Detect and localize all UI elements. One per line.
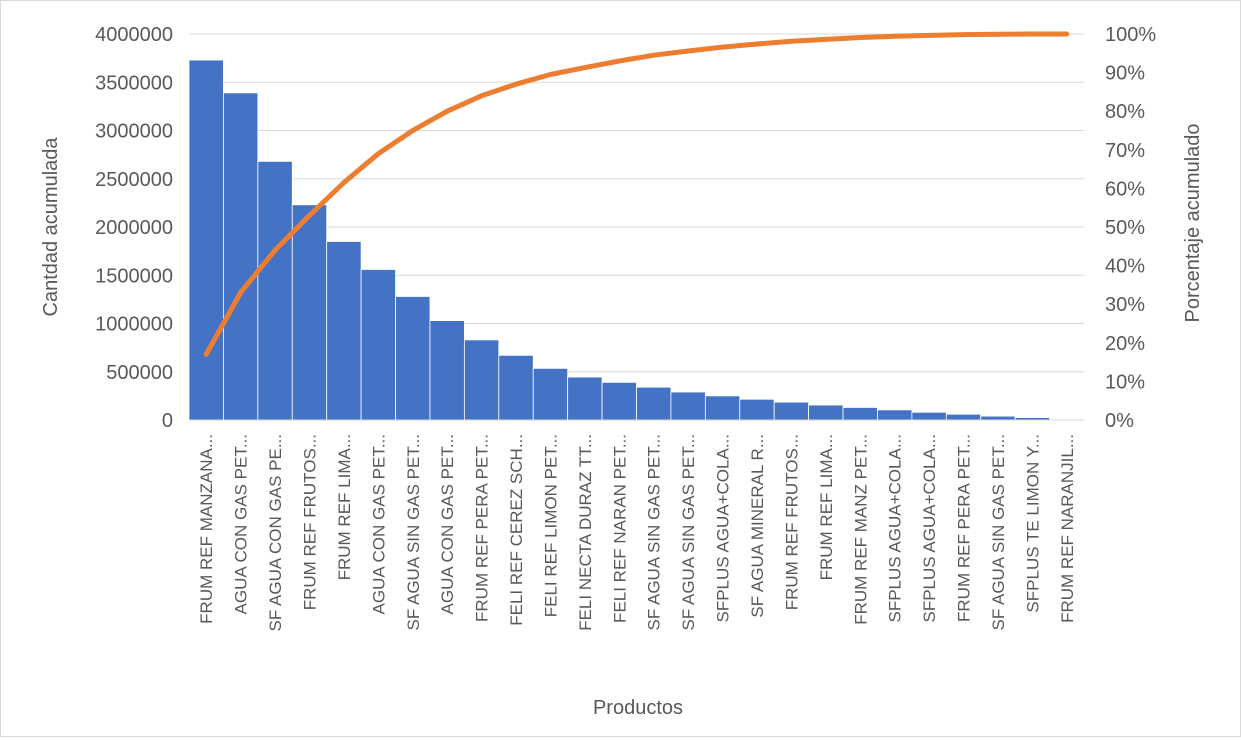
x-tick-label: FELI REF NARAN PET... bbox=[610, 434, 629, 623]
bar bbox=[980, 415, 1016, 421]
x-tick-label: FELI NECTA DURAZ TT... bbox=[576, 434, 595, 631]
x-tick-label: FRUM REF NARANJIL... bbox=[1058, 434, 1077, 623]
x-tick-label: SFPLUS AGUA+COLA... bbox=[886, 434, 905, 623]
secondary-y-axis: 0% 10% 20% 30% 40% 50% 60% 70% 80% 90% 100% bbox=[1105, 24, 1156, 432]
bar bbox=[945, 413, 982, 421]
x-tick-label: FELI REF LIMON PET... bbox=[541, 434, 560, 617]
x-tick-label: FRUM REF PERA PET... bbox=[955, 434, 974, 622]
bar bbox=[395, 296, 431, 421]
y-tick-label: 2500000 bbox=[95, 169, 173, 191]
bar bbox=[223, 92, 259, 421]
bar bbox=[257, 160, 293, 421]
bar bbox=[326, 241, 362, 421]
y2-tick-label: 60% bbox=[1105, 178, 1145, 200]
x-tick-label: SF AGUA SIN GAS PET... bbox=[679, 434, 698, 631]
y-tick-label: 4000000 bbox=[95, 24, 173, 46]
bar bbox=[463, 339, 500, 421]
x-tick-label: FRUM REF MANZ PET... bbox=[851, 434, 870, 625]
y2-tick-label: 80% bbox=[1105, 101, 1145, 123]
x-axis-title: Productos bbox=[593, 697, 683, 719]
x-tick-label: SFPLUS AGUA+COLA... bbox=[920, 434, 939, 623]
y2-tick-label: 40% bbox=[1105, 256, 1145, 278]
y-tick-label: 500000 bbox=[106, 362, 173, 384]
secondary-y-axis-title: Porcentaje acumulado bbox=[1182, 123, 1204, 322]
bar bbox=[773, 401, 810, 421]
x-tick-label: SF AGUA CON GAS PE... bbox=[266, 434, 285, 631]
bar bbox=[739, 398, 775, 421]
y2-tick-label: 10% bbox=[1105, 371, 1145, 393]
bar bbox=[877, 409, 913, 421]
bar bbox=[291, 204, 328, 421]
y2-tick-label: 20% bbox=[1105, 333, 1145, 355]
y-tick-label: 1500000 bbox=[95, 265, 173, 287]
bar bbox=[601, 381, 637, 421]
cumulative-percentage-line bbox=[203, 31, 1070, 357]
bar bbox=[808, 404, 844, 421]
y-axis-title: Cantdad acumulada bbox=[40, 137, 62, 317]
y2-tick-label: 30% bbox=[1105, 294, 1145, 316]
y-tick-label: 2000000 bbox=[95, 217, 173, 239]
x-tick-label: SFPLUS AGUA+COLA... bbox=[714, 434, 733, 623]
bar bbox=[567, 376, 603, 421]
primary-y-axis: 0 500000 1000000 1500000 2000000 2500000 30000… bbox=[95, 24, 173, 432]
y-tick-label: 0 bbox=[162, 410, 173, 432]
x-tick-label: AGUA CON GAS PET... bbox=[232, 434, 251, 614]
bar bbox=[670, 391, 706, 421]
bar bbox=[429, 320, 465, 421]
x-tick-label: FRUM REF LIMA... bbox=[335, 434, 354, 580]
y-tick-label: 3500000 bbox=[95, 72, 173, 94]
y2-tick-label: 50% bbox=[1105, 217, 1145, 239]
bar bbox=[842, 407, 878, 421]
x-tick-label: FRUM REF LIMA... bbox=[817, 434, 836, 580]
y2-tick-label: 0% bbox=[1105, 410, 1134, 432]
bar-series bbox=[188, 59, 1050, 421]
x-tick-label: FELI REF CEREZ SCH... bbox=[507, 434, 526, 626]
bar bbox=[188, 59, 224, 421]
bar bbox=[911, 411, 947, 421]
x-tick-label: SF AGUA SIN GAS PET... bbox=[645, 434, 664, 631]
y2-tick-label: 70% bbox=[1105, 140, 1145, 162]
x-tick-label: FRUM REF FRUTOS... bbox=[300, 434, 319, 610]
x-tick-label: AGUA CON GAS PET... bbox=[438, 434, 457, 614]
bar bbox=[532, 367, 569, 421]
x-tick-label: FRUM REF MANZANA... bbox=[197, 434, 216, 624]
y2-tick-label: 100% bbox=[1105, 24, 1156, 46]
x-tick-label: SF AGUA MINERAL R... bbox=[748, 434, 767, 618]
x-tick-label: SF AGUA SIN GAS PET... bbox=[404, 434, 423, 631]
y-tick-label: 1000000 bbox=[95, 314, 173, 336]
cumulative-line-series bbox=[203, 31, 1070, 357]
x-tick-label: FRUM REF FRUTOS... bbox=[782, 434, 801, 610]
x-tick-label: SFPLUS TE LIMON Y... bbox=[1023, 434, 1042, 613]
x-axis: FRUM REF MANZANA... AGUA CON GAS PET... SF… bbox=[189, 419, 1084, 631]
x-tick-label: AGUA CON GAS PET... bbox=[369, 434, 388, 614]
bar bbox=[636, 386, 672, 421]
y2-tick-label: 90% bbox=[1105, 63, 1145, 85]
y-tick-label: 3000000 bbox=[95, 121, 173, 143]
x-tick-label: SF AGUA SIN GAS PET... bbox=[989, 434, 1008, 631]
bar bbox=[498, 354, 534, 421]
bar bbox=[704, 395, 741, 421]
bar bbox=[360, 269, 396, 421]
x-tick-label: FRUM REF PERA PET... bbox=[473, 434, 492, 622]
